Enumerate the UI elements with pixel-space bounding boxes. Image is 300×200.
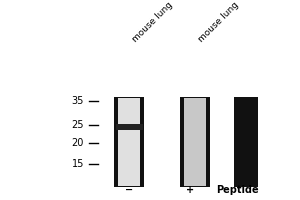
Text: +: + xyxy=(186,185,195,195)
Bar xyxy=(116,124,142,130)
Bar xyxy=(234,97,258,187)
Bar xyxy=(114,97,144,187)
Text: 25: 25 xyxy=(71,120,84,130)
Text: 15: 15 xyxy=(72,159,84,169)
Text: −: − xyxy=(125,185,133,195)
Text: mouse lung: mouse lung xyxy=(130,0,174,44)
Bar xyxy=(118,98,140,186)
Text: 20: 20 xyxy=(72,138,84,148)
Text: Peptide: Peptide xyxy=(216,185,259,195)
Bar xyxy=(184,98,206,186)
Bar xyxy=(180,97,210,187)
Text: mouse lung: mouse lung xyxy=(196,0,240,44)
Text: 35: 35 xyxy=(72,96,84,106)
